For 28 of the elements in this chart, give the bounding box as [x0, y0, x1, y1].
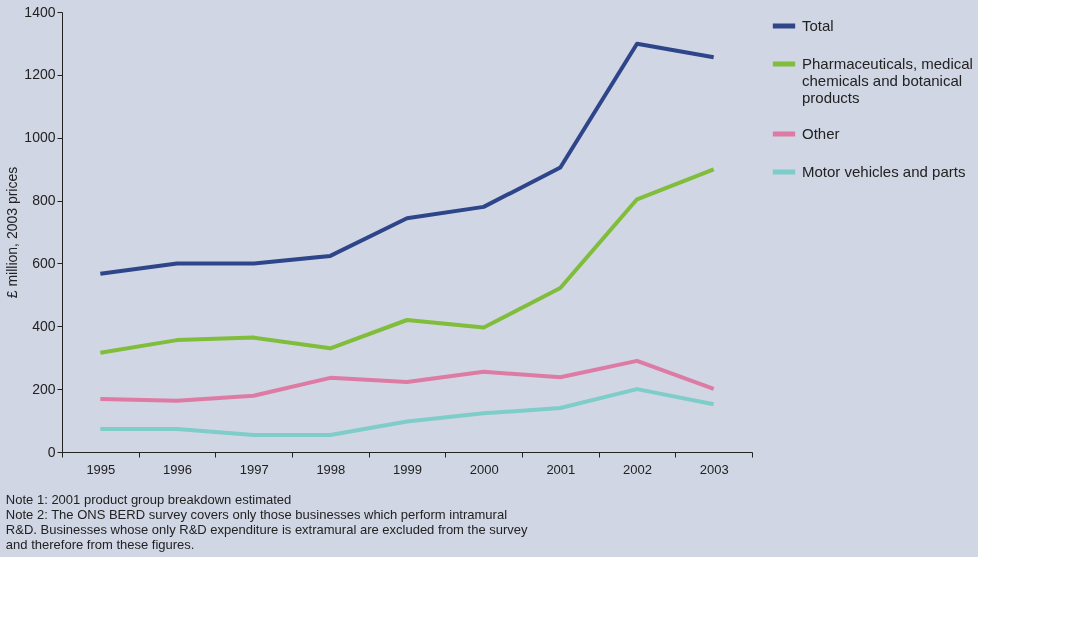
line-series: [98, 41, 716, 276]
x-tick-label: 1998: [316, 461, 346, 477]
x-tick-label: 1996: [163, 461, 192, 477]
line-series: [98, 167, 716, 355]
x-tick-label: 1999: [393, 461, 422, 477]
line-series: [98, 358, 716, 403]
y-tick-label: 200: [32, 380, 56, 397]
legend-label: Other: [802, 125, 840, 142]
y-axis-title: £ million, 2003 prices: [4, 166, 21, 299]
legend-label: Pharmaceuticals, medical chemicals and botanical products: [802, 55, 973, 106]
text: Note 2: The ONS BERD survey covers only those businesses which perform intramural R&D. Businesses whose only R&D expenditure is extramural are excluded from the survey and therefore from these figures.: [5, 507, 529, 552]
x-tick-label: 1995: [86, 461, 116, 477]
y-tick-label: 600: [32, 254, 56, 271]
y-tick-label: 1400: [24, 3, 56, 20]
line-series: [98, 387, 716, 438]
x-tick-label: 2000: [469, 461, 499, 477]
legend-label: Motor vehicles and parts: [802, 163, 966, 180]
y-tick-label: 0: [47, 443, 56, 460]
text: Note 1: 2001 product group breakdown estimated: [5, 492, 292, 507]
y-tick-label: 800: [32, 192, 56, 209]
x-tick-label: 2002: [623, 461, 652, 477]
x-tick-label: 2001: [546, 461, 576, 477]
legend-label: Total: [802, 17, 834, 34]
y-tick-label: 1200: [24, 66, 56, 83]
x-tick-label: 2003: [699, 461, 729, 477]
y-tick-label: 1000: [24, 129, 56, 146]
x-tick-label: 1997: [239, 461, 269, 477]
y-tick-label: 400: [32, 317, 56, 334]
